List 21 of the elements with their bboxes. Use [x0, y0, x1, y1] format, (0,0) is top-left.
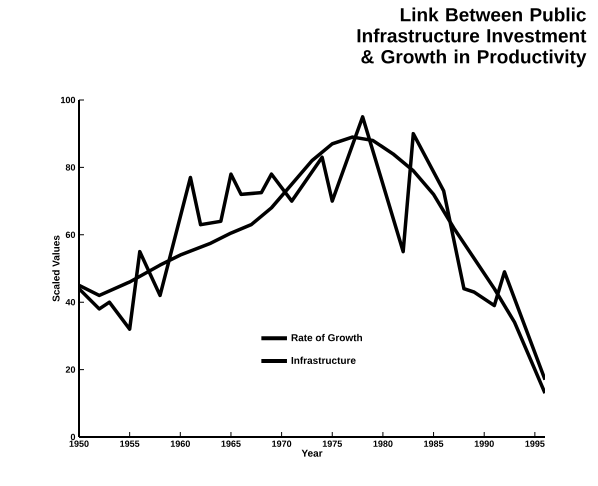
x-tick-label: 1960	[170, 440, 190, 447]
x-tick-label: 1950	[70, 440, 89, 447]
y-tick-label: 80	[66, 164, 76, 171]
y-tick-label: 100	[61, 96, 76, 104]
y-tick-label: 60	[66, 232, 76, 238]
x-axis-title: Year	[302, 450, 322, 457]
x-tick-label: 1965	[222, 440, 241, 447]
legend-label: Rate of Growth	[292, 334, 362, 342]
x-tick-label: 1995	[525, 440, 545, 447]
legend-label: Infrastructure	[292, 356, 356, 364]
y-tick-label: 0	[70, 434, 76, 440]
x-tick-label: 1980	[373, 440, 393, 447]
chart-title: Link Between Public Infrastructure Investment & Growth in Productivity	[358, 8, 586, 68]
x-tick-label: 1990	[474, 440, 494, 447]
y-tick-label: 40	[66, 298, 76, 306]
y-axis-title: Scaled Values	[52, 236, 60, 302]
x-tick-label: 1955	[120, 440, 140, 447]
x-tick-label: 1985	[424, 440, 444, 447]
y-tick-label: 20	[66, 366, 76, 373]
x-tick-label: 1975	[322, 440, 342, 447]
x-tick-label: 1970	[272, 440, 292, 447]
